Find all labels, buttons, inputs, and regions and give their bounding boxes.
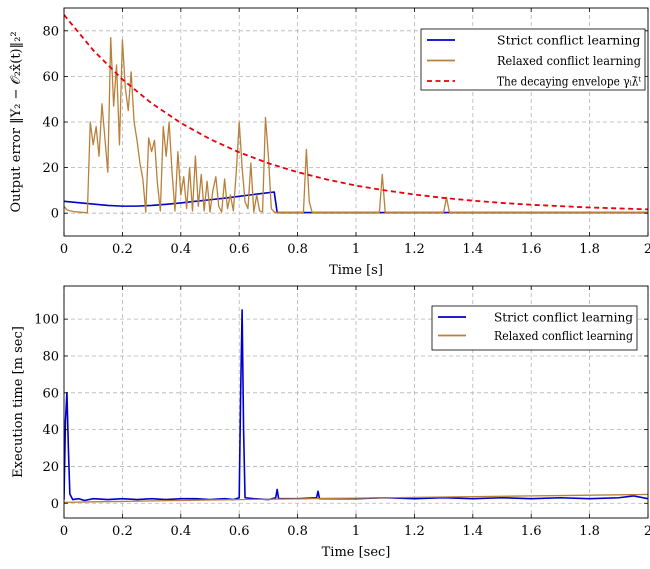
y-tick-label: 60 <box>42 70 59 85</box>
y-tick-label: 40 <box>42 116 59 131</box>
series-group <box>64 14 648 214</box>
legend-label-strict-conflict-learning: Strict conflict learning <box>494 309 633 324</box>
x-tick-label: 1.6 <box>521 524 542 539</box>
x-tick-label: 2 <box>644 242 650 257</box>
x-tick-label: 0.2 <box>112 524 133 539</box>
x-tick-label: 1 <box>352 524 360 539</box>
y-tick-label: 60 <box>42 386 59 401</box>
y-axis-label: Output error ‖Y₂ − 𝒪₂x̂(t)‖₂² <box>9 31 24 212</box>
x-tick-label: 1.6 <box>521 242 542 257</box>
y-tick-label: 100 <box>34 313 59 328</box>
legend: Strict conflict learning Relaxed conflict… <box>431 305 638 351</box>
series-line-the-decaying-envelope <box>64 14 648 211</box>
x-tick-label: 0.8 <box>287 242 308 257</box>
y-tick-label: 40 <box>42 423 59 438</box>
x-tick-label: 1.2 <box>404 242 425 257</box>
x-axis-label: Time [s] <box>329 263 383 278</box>
legend-label-relaxed-conflict-learning: Relaxed conflict learning <box>497 53 641 68</box>
x-tick-label: 0.8 <box>287 524 308 539</box>
legend-box <box>420 28 646 91</box>
x-tick-label: 0.6 <box>229 242 250 257</box>
y-tick-label: 0 <box>51 207 59 222</box>
series-line-strict-conflict-learning <box>64 191 648 214</box>
x-tick-label: 0 <box>60 524 68 539</box>
series-line-strict-conflict-learning <box>64 309 648 502</box>
x-tick-label: 2 <box>644 524 650 539</box>
x-axis-label: Time [sec] <box>322 545 391 560</box>
y-tick-label: 80 <box>42 24 59 39</box>
y-tick-label: 20 <box>42 460 59 475</box>
legend-label-relaxed-conflict-learning: Relaxed conflict learning <box>494 328 633 343</box>
y-axis-label: Execution time [m sec] <box>11 326 26 478</box>
x-tick-label: 1.4 <box>462 524 483 539</box>
y-tick-label: 20 <box>42 161 59 176</box>
legend: Strict conflict learning Relaxed conflict… <box>420 28 646 91</box>
legend-label-the-decaying-envelope: The decaying envelope γᵢλ̄ᵗ <box>497 73 642 88</box>
legend-label-strict-conflict-learning: Strict conflict learning <box>497 32 640 47</box>
series-line-relaxed-conflict-learning <box>64 493 648 503</box>
output-error-panel: 0 0.2 0.4 0.6 0.8 1 1.2 1.4 1.6 1.8 2020406080Time… <box>9 7 650 278</box>
x-tick-label: 0.6 <box>229 524 250 539</box>
x-tick-label: 0.2 <box>112 242 133 257</box>
x-tick-label: 0.4 <box>170 524 191 539</box>
x-tick-label: 0 <box>60 242 68 257</box>
x-tick-label: 1.8 <box>579 524 600 539</box>
x-tick-label: 1.8 <box>579 242 600 257</box>
execution-time-panel: 0 0.2 0.4 0.6 0.8 1 1.2 1.4 1.6 1.8 2020406080100T… <box>11 285 650 560</box>
y-tick-label: 80 <box>42 349 59 364</box>
x-tick-label: 0.4 <box>170 242 191 257</box>
legend-box <box>431 305 638 351</box>
series-group <box>64 309 648 503</box>
y-tick-label: 0 <box>51 497 59 512</box>
x-tick-label: 1.2 <box>404 524 425 539</box>
x-tick-label: 1 <box>352 242 360 257</box>
x-tick-label: 1.4 <box>462 242 483 257</box>
